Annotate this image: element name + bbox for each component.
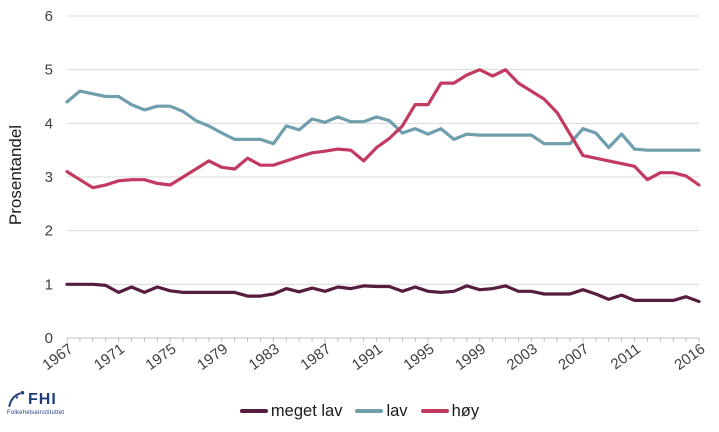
legend-item-lav: lav — [355, 401, 408, 421]
svg-text:1983: 1983 — [246, 340, 283, 373]
x-axis — [66, 337, 700, 342]
legend-item-meget-lav: meget lav — [239, 401, 343, 421]
fhi-logo-text: FHI — [28, 391, 57, 408]
legend-item-hoy: høy — [420, 401, 480, 421]
fhi-logo-icon — [8, 391, 25, 407]
svg-text:4: 4 — [45, 115, 53, 132]
legend-swatch-meget-lav — [239, 409, 268, 413]
svg-text:3: 3 — [45, 169, 53, 186]
series-lav — [65, 89, 701, 152]
legend-label-meget-lav: meget lav — [270, 401, 343, 420]
svg-text:2016: 2016 — [671, 340, 708, 373]
svg-text:2011: 2011 — [608, 340, 644, 373]
series-meget-lav — [65, 282, 701, 304]
svg-text:1975: 1975 — [143, 340, 180, 373]
gridlines — [67, 15, 699, 285]
legend-swatch-hoy — [420, 409, 449, 413]
svg-text:1987: 1987 — [297, 340, 334, 373]
svg-text:2003: 2003 — [504, 340, 541, 373]
svg-text:1995: 1995 — [401, 340, 438, 373]
y-axis-title: Prosentandel — [6, 124, 25, 226]
svg-text:1971: 1971 — [91, 340, 128, 373]
svg-text:1: 1 — [45, 276, 53, 293]
y-tick-labels: 0 1 2 3 4 5 6 — [45, 8, 53, 347]
fhi-logo: FHI Folkehelseinstituttet — [7, 390, 87, 416]
legend-label-hoy: høy — [451, 401, 480, 420]
svg-text:1979: 1979 — [194, 340, 231, 373]
svg-text:6: 6 — [45, 8, 53, 25]
svg-text:1991: 1991 — [349, 340, 386, 373]
legend-swatch-lav — [355, 409, 384, 413]
svg-text:1999: 1999 — [452, 340, 489, 373]
x-tick-labels: 1967 1971 1975 1979 1983 1987 1991 1995 1999 2003… — [39, 340, 708, 373]
svg-text:5: 5 — [45, 62, 53, 79]
fhi-logo-subtext: Folkehelseinstituttet — [7, 410, 65, 416]
svg-text:2: 2 — [45, 223, 53, 240]
chart-legend: meget lav lav høy — [0, 398, 719, 424]
series-høy — [65, 68, 701, 190]
svg-text:0: 0 — [45, 330, 53, 347]
legend-label-lav: lav — [386, 401, 408, 420]
svg-text:2007: 2007 — [555, 340, 592, 373]
